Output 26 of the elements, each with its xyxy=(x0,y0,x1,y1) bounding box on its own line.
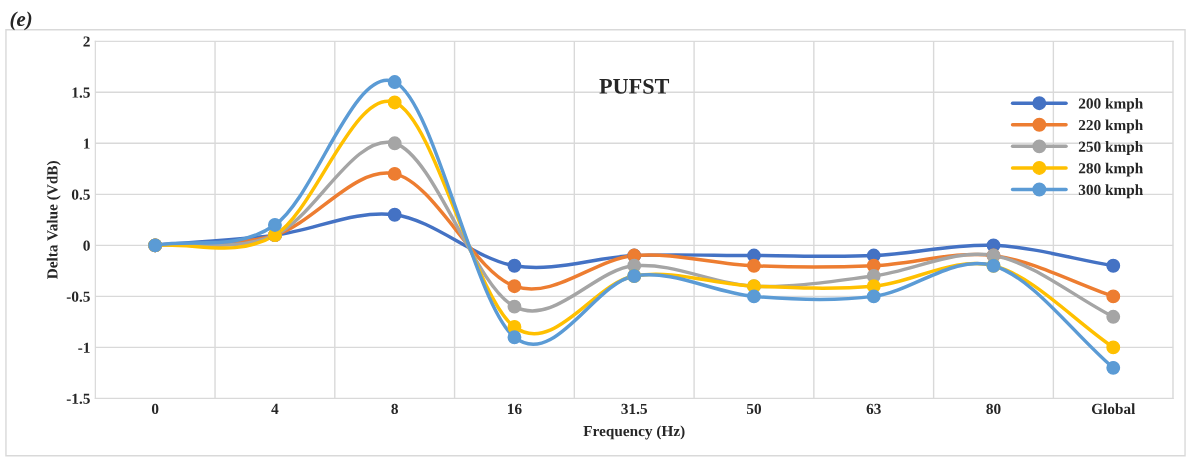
x-tick-label: 0 xyxy=(151,403,159,415)
x-tick-label: Global xyxy=(1091,403,1136,415)
text: (e) xyxy=(10,11,32,31)
x-tick-label: 63 xyxy=(866,403,881,415)
y-tick-label: 0 xyxy=(83,240,90,251)
text: PUFST xyxy=(599,78,670,94)
y-tick-label: -0.5 xyxy=(66,291,90,302)
x-axis-title: Frequency (Hz) xyxy=(583,425,685,440)
y-tick-label: 2 xyxy=(83,36,90,47)
x-tick-label: 31.5 xyxy=(621,403,648,415)
x-tick-label: 80 xyxy=(986,403,1001,415)
legend-label: 200 kmph xyxy=(1078,97,1143,112)
x-tick-label: 8 xyxy=(391,403,398,415)
x-tick-label: 4 xyxy=(271,403,279,414)
y-tick-label: 1 xyxy=(84,138,90,149)
y-axis-title: Delta Value (VdB) xyxy=(46,161,61,279)
legend-label: 280 kmph xyxy=(1078,162,1143,177)
y-tick-label: 0.5 xyxy=(71,189,90,200)
y-tick-label: -1.5 xyxy=(66,393,90,404)
legend-label: 220 kmph xyxy=(1078,119,1143,134)
legend-label: 300 kmph xyxy=(1078,184,1143,199)
x-tick-label: 16 xyxy=(508,403,522,415)
legend-label: 250 kmph xyxy=(1078,141,1143,155)
x-tick-label: 50 xyxy=(746,403,762,415)
y-tick-label: 1.5 xyxy=(72,87,90,98)
y-tick-label: -1 xyxy=(78,342,90,353)
